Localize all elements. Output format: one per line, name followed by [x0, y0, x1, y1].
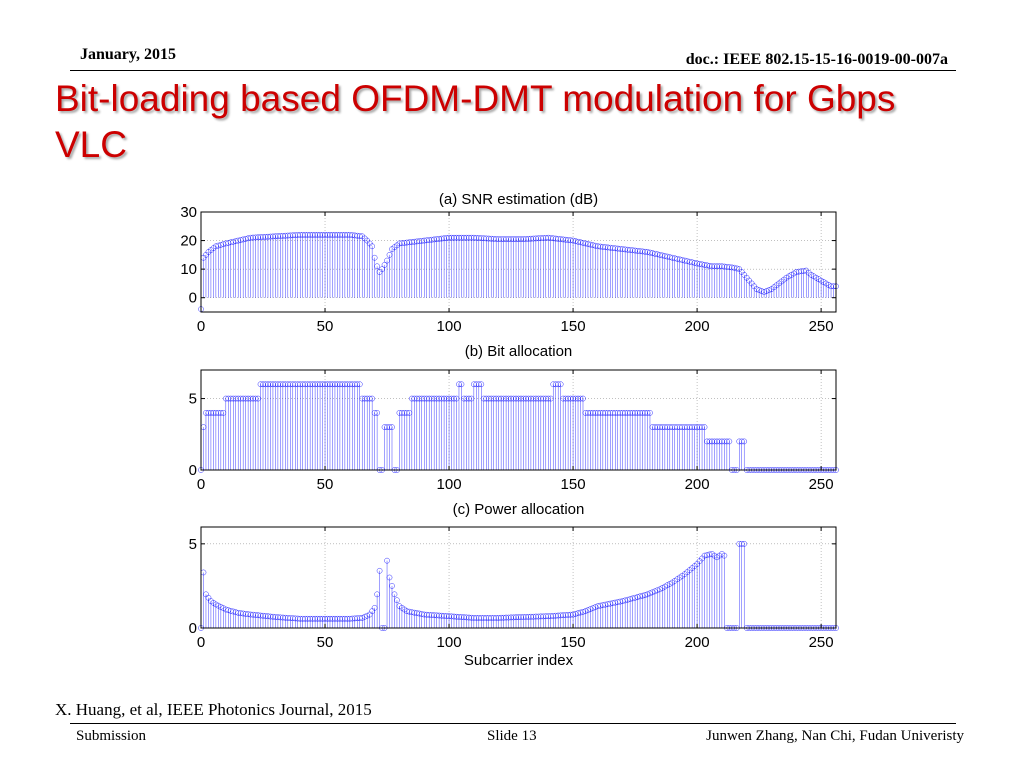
data-marker [394, 597, 400, 604]
data-marker [217, 604, 224, 610]
data-marker [647, 410, 653, 416]
footer-slide-number: Slide 13 [487, 728, 537, 744]
chart-2: (b) Bit allocation 0 50 100 150 200 250 0 5 [189, 343, 839, 493]
y-tick-label: 30 [180, 204, 197, 221]
data-marker [369, 395, 376, 402]
data-marker [721, 552, 728, 559]
data-marker [391, 591, 398, 598]
chart-title: (c) Power allocation [453, 501, 585, 518]
slide-title: Bit-loading based OFDM-DMT modulation fo… [55, 78, 896, 165]
data-marker [458, 381, 465, 388]
data-marker [741, 540, 748, 547]
x-tick-label: 0 [197, 318, 205, 335]
x-tick-label: 0 [197, 476, 205, 493]
footer-submission: Submission [76, 728, 147, 744]
x-tick-label: 50 [317, 476, 334, 493]
chart-title: (b) Bit allocation [465, 343, 573, 360]
footer-authors: Junwen Zhang, Nan Chi, Fudan Univeristy [706, 728, 964, 744]
y-tick-label: 0 [189, 620, 197, 637]
data-marker [374, 410, 380, 416]
x-tick-label: 0 [197, 634, 205, 651]
x-tick-label: 250 [809, 476, 834, 493]
x-tick-label: 200 [685, 634, 710, 651]
data-marker [557, 381, 564, 388]
chart-1: (a) SNR estimation (dB) 0 50 100 150 200 250 0 1… [180, 191, 839, 335]
data-marker [384, 557, 390, 564]
data-marker [371, 254, 378, 261]
citation: X. Huang, et al, IEEE Photonics Journal,… [55, 700, 372, 719]
data-marker [701, 424, 708, 430]
data-marker [213, 601, 219, 608]
plot-frame [200, 369, 837, 471]
data-marker [389, 424, 395, 430]
y-tick-label: 5 [189, 391, 197, 408]
footer-rule [70, 723, 956, 724]
data-marker [478, 381, 485, 388]
data-marker [753, 286, 760, 292]
data-marker [580, 395, 586, 402]
data-marker [376, 567, 383, 574]
x-axis-label: Subcarrier index [464, 652, 574, 669]
x-tick-label: 250 [809, 318, 834, 335]
header-date: January, 2015 [80, 46, 177, 63]
charts-area: (a) SNR estimation (dB)0 50 100 150 200 25001… [180, 191, 839, 669]
chart-3: (c) Power allocation 0 50 100 150 200 250 0 5 Sub… [189, 501, 839, 669]
data-marker [756, 287, 762, 293]
data-marker [733, 265, 740, 272]
y-tick-label: 0 [189, 462, 197, 479]
x-tick-label: 100 [437, 318, 462, 335]
x-tick-label: 200 [685, 318, 710, 335]
x-tick-label: 100 [437, 634, 462, 651]
data-marker [386, 574, 393, 581]
y-tick-label: 10 [180, 261, 197, 278]
data-marker [356, 381, 363, 388]
data-marker [369, 243, 376, 250]
x-tick-label: 150 [561, 318, 586, 335]
y-tick-label: 5 [189, 536, 197, 553]
plot-frame [200, 211, 837, 313]
header-rule [70, 70, 956, 71]
plot-frame [200, 526, 837, 629]
x-tick-label: 150 [561, 476, 586, 493]
x-tick-label: 250 [809, 634, 834, 651]
x-tick-label: 150 [561, 634, 586, 651]
data-marker [726, 438, 733, 445]
chart-title: (a) SNR estimation (dB) [439, 191, 598, 208]
data-marker [374, 263, 380, 270]
x-tick-label: 200 [685, 476, 710, 493]
x-tick-label: 100 [437, 476, 462, 493]
header-doc-id: doc.: IEEE 802.15-15-16-0019-00-007a [685, 51, 948, 68]
x-tick-label: 50 [317, 634, 334, 651]
data-marker [356, 233, 363, 239]
y-tick-label: 20 [180, 233, 197, 250]
y-tick-label: 0 [189, 290, 197, 307]
x-tick-label: 50 [317, 318, 334, 335]
data-marker [389, 583, 395, 589]
data-marker [741, 438, 748, 445]
